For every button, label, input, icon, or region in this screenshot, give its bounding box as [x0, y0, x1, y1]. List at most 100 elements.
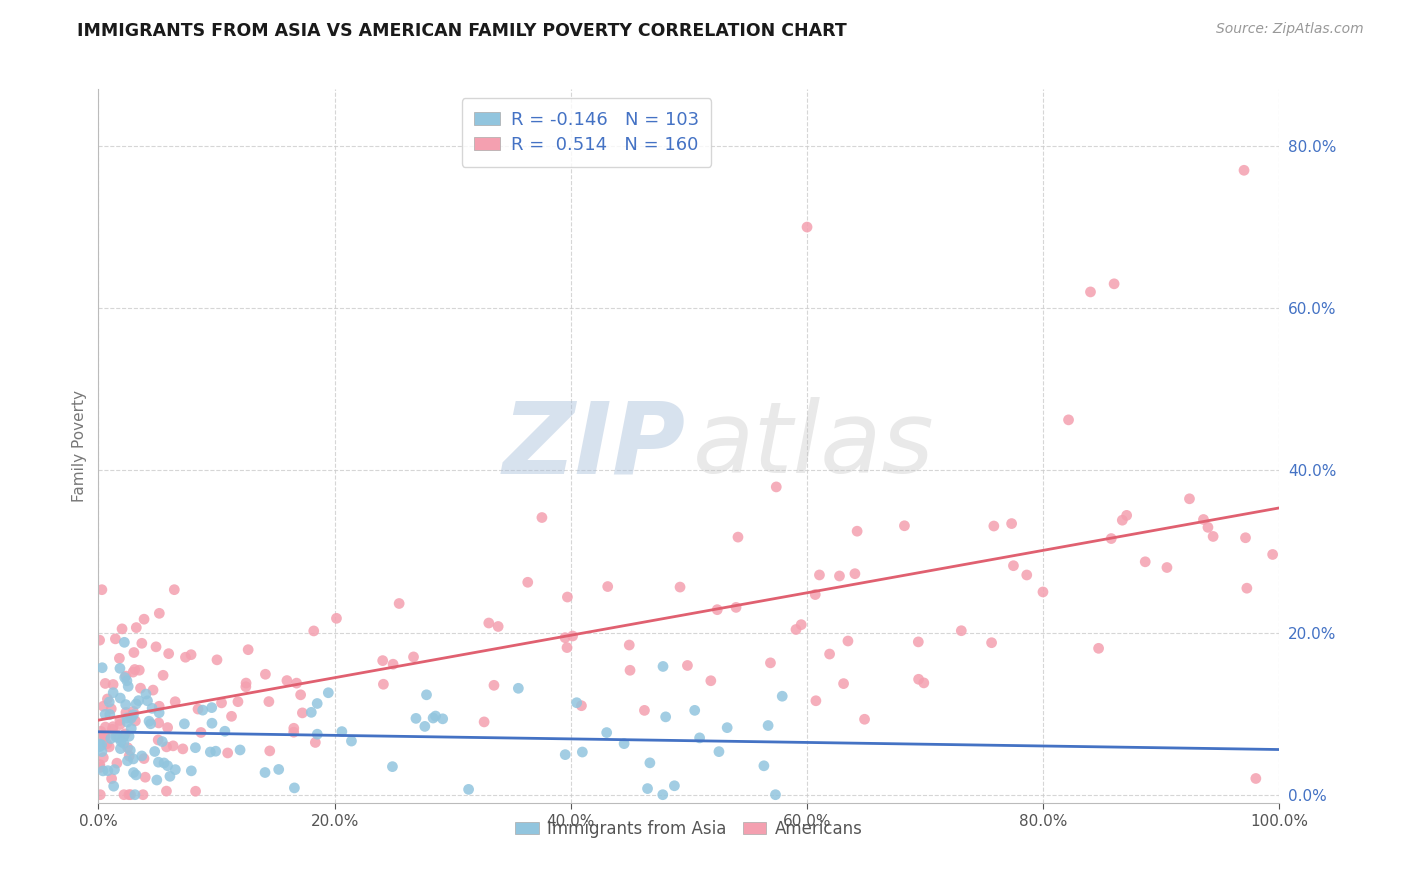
Point [340, 734, 363, 748]
Point [94, 720, 117, 734]
Point [94, 730, 117, 744]
Point [716, 721, 738, 735]
Point [105, 730, 128, 744]
Point [756, 718, 779, 732]
Point [108, 717, 131, 731]
Point [796, 220, 818, 235]
Point [91, 750, 114, 764]
Point [557, 590, 579, 604]
Point [132, 751, 155, 765]
Point [108, 714, 131, 728]
Text: atlas: atlas [693, 398, 934, 494]
Point [96, 692, 118, 706]
Point [425, 709, 447, 723]
Point [101, 723, 124, 737]
Point [187, 702, 209, 716]
Point [638, 756, 661, 770]
Point [108, 651, 131, 665]
Point [853, 712, 876, 726]
Point [725, 600, 748, 615]
Point [291, 706, 314, 720]
Point [844, 566, 866, 581]
Point [373, 677, 395, 691]
Point [120, 788, 142, 802]
Point [828, 569, 851, 583]
Legend: Immigrants from Asia, Americans: Immigrants from Asia, Americans [509, 814, 869, 845]
Point [115, 711, 138, 725]
Point [238, 642, 260, 657]
Point [299, 706, 322, 720]
Point [98, 695, 121, 709]
Point [128, 663, 150, 677]
Point [98, 707, 121, 722]
Point [1002, 558, 1025, 573]
Point [122, 646, 145, 660]
Point [132, 788, 155, 802]
Point [120, 722, 142, 736]
Point [689, 731, 711, 745]
Point [159, 769, 181, 783]
Point [285, 676, 308, 690]
Point [752, 759, 775, 773]
Point [114, 727, 136, 741]
Point [371, 654, 394, 668]
Point [128, 693, 150, 707]
Point [112, 788, 135, 802]
Point [108, 661, 131, 675]
Point [912, 676, 935, 690]
Point [565, 696, 588, 710]
Point [304, 735, 326, 749]
Point [432, 712, 454, 726]
Point [150, 734, 173, 748]
Point [700, 673, 723, 688]
Point [118, 748, 141, 763]
Point [114, 669, 136, 683]
Point [1080, 285, 1102, 299]
Point [120, 711, 142, 725]
Point [184, 740, 207, 755]
Point [596, 580, 619, 594]
Point [112, 736, 135, 750]
Point [110, 741, 132, 756]
Point [633, 703, 655, 717]
Point [413, 719, 436, 733]
Point [307, 727, 329, 741]
Point [980, 636, 1002, 650]
Point [135, 687, 157, 701]
Point [91, 661, 114, 675]
Point [422, 711, 444, 725]
Point [382, 657, 405, 672]
Point [120, 710, 142, 724]
Point [136, 694, 159, 708]
Point [162, 739, 184, 753]
Point [163, 582, 186, 597]
Point [165, 695, 187, 709]
Point [98, 739, 121, 754]
Point [89, 633, 111, 648]
Point [457, 782, 479, 797]
Point [125, 768, 148, 782]
Point [669, 580, 692, 594]
Point [664, 779, 686, 793]
Point [302, 624, 325, 638]
Point [893, 518, 915, 533]
Point [156, 758, 179, 772]
Point [100, 772, 122, 786]
Point [122, 765, 145, 780]
Point [191, 703, 214, 717]
Point [204, 744, 226, 758]
Point [637, 781, 659, 796]
Point [101, 720, 124, 734]
Point [1000, 516, 1022, 531]
Point [115, 714, 138, 729]
Point [530, 510, 553, 524]
Point [184, 784, 207, 798]
Point [1087, 641, 1109, 656]
Point [595, 725, 617, 739]
Point [89, 788, 111, 802]
Point [148, 755, 170, 769]
Point [105, 728, 128, 742]
Point [478, 615, 501, 630]
Point [707, 745, 730, 759]
Point [808, 568, 831, 582]
